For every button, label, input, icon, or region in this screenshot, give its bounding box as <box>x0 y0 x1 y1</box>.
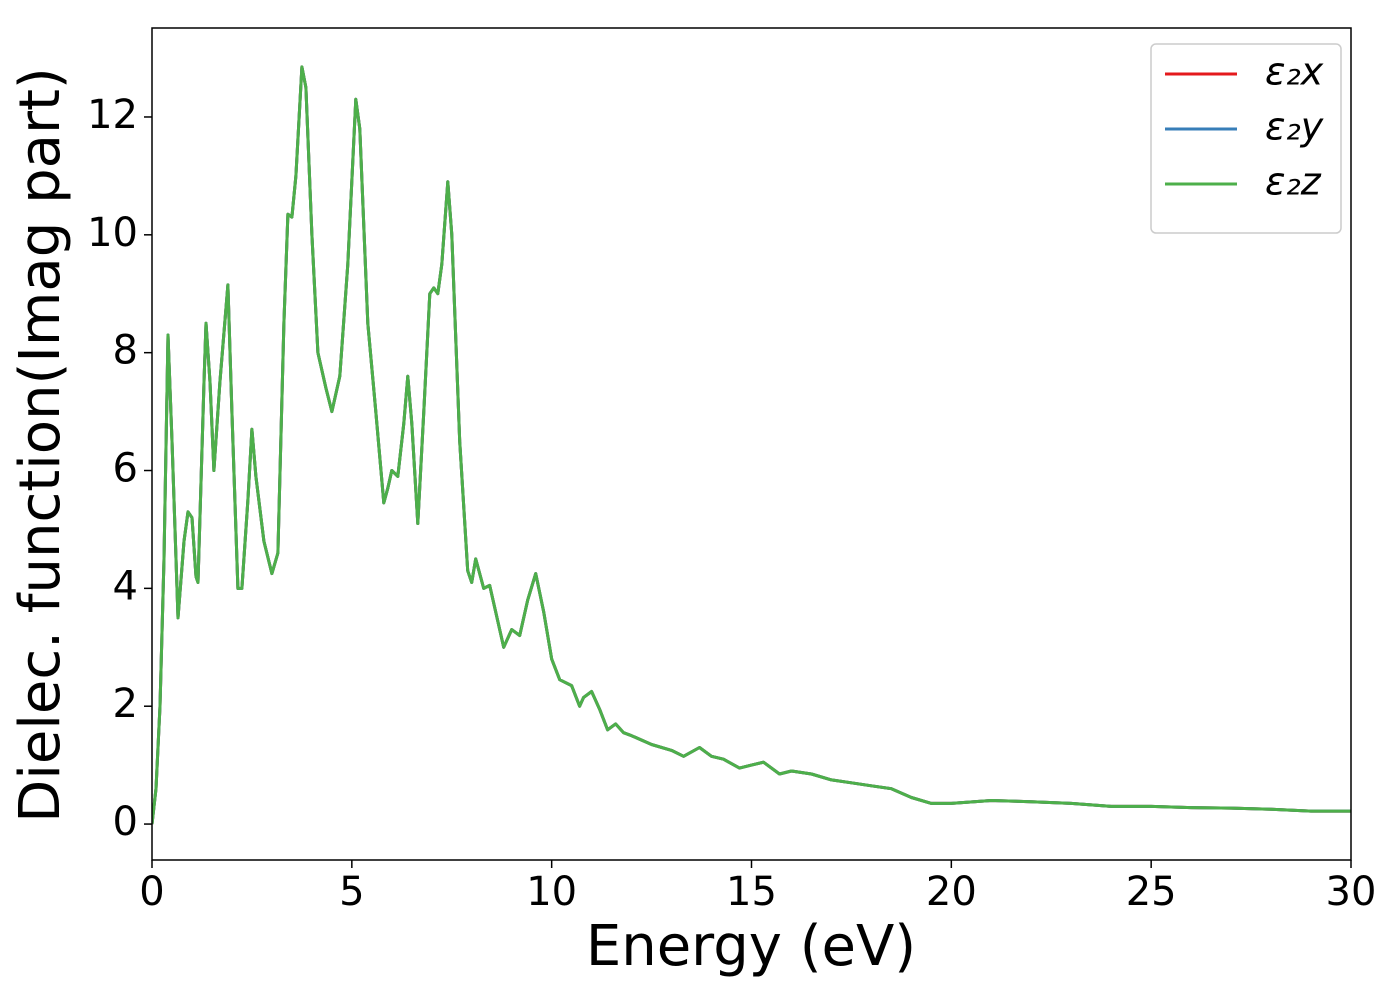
y-tick-label: 8 <box>113 328 138 374</box>
x-tick-label: 10 <box>526 869 577 915</box>
y-tick-label: 2 <box>113 681 138 727</box>
x-tick-label: 25 <box>1126 869 1177 915</box>
legend-box <box>1150 43 1342 234</box>
x-tick-label: 0 <box>139 869 164 915</box>
y-tick-label: 12 <box>87 92 138 138</box>
x-tick-label: 20 <box>926 869 977 915</box>
series-line <box>152 65 1351 825</box>
y-axis-label: Dielec. function(Imag part) <box>8 67 73 823</box>
x-tick-label: 30 <box>1326 869 1377 915</box>
y-tick-label: 10 <box>87 210 138 256</box>
x-tick-label: 15 <box>726 869 777 915</box>
legend-label: ε₂x <box>1265 50 1324 94</box>
y-tick-label: 0 <box>113 799 138 845</box>
x-axis-label: Energy (eV) <box>586 914 916 979</box>
y-tick-label: 4 <box>113 563 138 609</box>
legend-label: ε₂y <box>1265 105 1324 149</box>
legend-label: ε₂z <box>1265 160 1322 204</box>
y-tick-label: 6 <box>113 446 138 492</box>
x-tick-label: 5 <box>339 869 364 915</box>
plot-frame <box>151 27 1352 861</box>
